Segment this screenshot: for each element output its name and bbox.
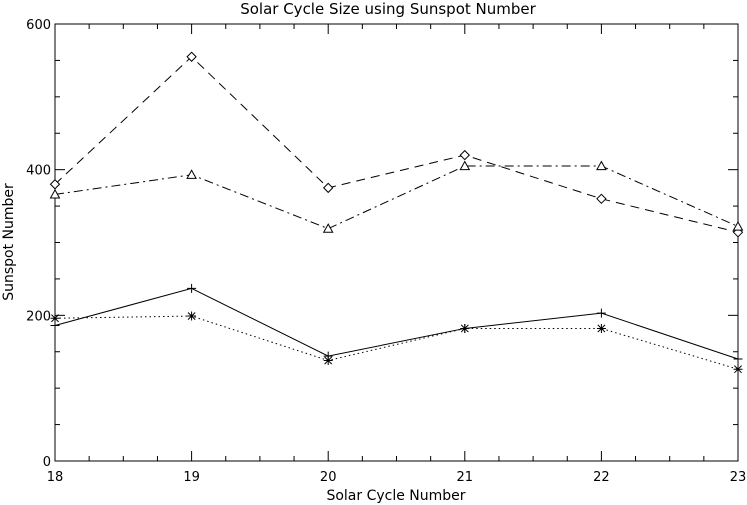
chart-title: Solar Cycle Size using Sunspot Number — [240, 0, 536, 18]
data-point-triangle — [49, 188, 61, 199]
data-point-diamond — [732, 227, 744, 238]
series-3 — [49, 51, 744, 238]
y-tick-label: 400 — [26, 164, 51, 179]
data-point-diamond — [49, 179, 61, 190]
y-tick-label: 0 — [43, 455, 51, 470]
series-4 — [49, 160, 744, 233]
y-tick-label: 200 — [26, 309, 51, 324]
data-point-triangle — [732, 220, 744, 231]
x-tick-label: 22 — [593, 470, 610, 485]
data-point-triangle — [596, 160, 607, 171]
x-tick-label: 23 — [730, 470, 747, 485]
data-point-triangle — [322, 223, 334, 233]
data-point-plus — [187, 283, 197, 293]
x-tick-label: 19 — [183, 470, 200, 485]
x-tick-label: 21 — [457, 470, 474, 485]
data-point-diamond — [459, 149, 471, 161]
x-tick-label: 20 — [320, 470, 337, 485]
data-point-diamond — [322, 182, 334, 194]
y-axis-label: Sunspot Number — [1, 183, 17, 301]
data-point-plus — [733, 354, 743, 364]
data-point-asterisk — [733, 364, 743, 374]
series-2 — [50, 311, 743, 374]
data-point-asterisk — [596, 323, 606, 333]
data-point-plus — [596, 308, 606, 318]
y-tick-label: 600 — [26, 18, 51, 33]
series-line — [54, 315, 739, 370]
data-point-diamond — [186, 51, 197, 62]
data-point-diamond — [596, 193, 607, 205]
data-point-triangle — [459, 160, 471, 171]
series-line — [54, 287, 739, 360]
x-axis-label: Solar Cycle Number — [326, 488, 465, 504]
series-line — [54, 165, 739, 230]
data-point-asterisk — [460, 323, 470, 333]
data-point-asterisk — [323, 355, 333, 365]
plot-frame — [54, 23, 739, 462]
series-line — [54, 56, 739, 233]
data-point-triangle — [186, 169, 197, 179]
axis-ticks: 18 19 20 21 22 23 0 200 400 600 — [26, 18, 746, 485]
series-1 — [50, 283, 743, 364]
data-point-asterisk — [187, 311, 197, 321]
x-tick-label: 18 — [47, 470, 64, 485]
data-point-asterisk — [50, 313, 60, 323]
series-layer — [49, 51, 744, 374]
